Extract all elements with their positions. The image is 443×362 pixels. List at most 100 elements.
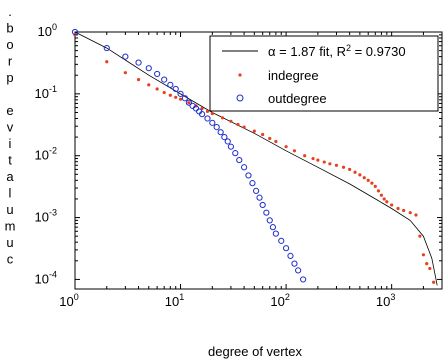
y-tick-label: 10-4: [35, 269, 57, 286]
outdegree-point: [278, 237, 285, 244]
x-tick-label: 103: [376, 292, 395, 309]
y-tick-label: 10-2: [35, 146, 57, 163]
fit-line: [74, 31, 438, 286]
indegree-point: [229, 119, 233, 123]
legend-fit-label: α = 1.87 fit, R2 = 0.9730: [268, 43, 406, 59]
indegree-point: [366, 178, 370, 182]
indegree-point: [362, 176, 366, 180]
fit-line-layer: [74, 31, 438, 286]
indegree-point: [123, 71, 127, 75]
indegree-point: [348, 167, 352, 172]
outdegree-point: [167, 81, 174, 88]
outdegree-point: [232, 150, 239, 157]
outdegree-point: [256, 194, 263, 201]
outdegree-point: [161, 76, 168, 83]
x-tick-label: 100: [59, 292, 78, 309]
indegree-point: [220, 116, 225, 120]
outdegree-point: [103, 44, 110, 52]
legend-outdegree-swatch: [236, 94, 244, 102]
outdegree-point: [224, 138, 231, 145]
indegree-point: [236, 122, 240, 127]
indegree-point: [168, 93, 172, 97]
outdegree-point: [185, 99, 193, 106]
indegree-point: [155, 87, 159, 91]
y-tick-label: 10-3: [35, 208, 57, 225]
indegree-point: [425, 262, 429, 266]
outdegree-point: [204, 115, 211, 122]
outdegree-point: [227, 143, 235, 150]
indegree-point: [428, 266, 432, 271]
y-axis: 100 10-1 10-2 10-3 10-4: [35, 22, 442, 286]
outdegree-point: [263, 209, 270, 216]
indegree-point: [303, 154, 307, 158]
outdegree-point: [71, 28, 79, 36]
indegree-point: [136, 78, 141, 82]
x-axis-label: degree of vertex: [208, 344, 302, 359]
indegree-point: [358, 173, 362, 177]
indegree-point: [382, 197, 386, 201]
legend-outdegree-label: outdegree: [268, 91, 327, 106]
indegree-point: [316, 158, 320, 162]
indegree-point: [396, 206, 400, 211]
indegree-point: [174, 95, 178, 99]
indegree-point: [322, 160, 326, 164]
indegree-point: [408, 211, 412, 215]
legend-box: [209, 35, 439, 112]
legend: α = 1.87 fit, R2 = 0.9730 indegree outde…: [209, 35, 439, 112]
outdegree-point: [236, 156, 243, 164]
outdegree-point: [269, 224, 277, 231]
x-tick-label: 101: [165, 292, 184, 309]
outdegree-point: [145, 65, 152, 72]
indegree-point: [261, 132, 265, 137]
outdegree-point: [217, 129, 224, 136]
outdegree-point: [295, 267, 302, 274]
indegree-point: [402, 208, 406, 213]
outdegree-point: [198, 111, 206, 118]
outdegree-point: [272, 230, 279, 237]
outdegree-point: [253, 187, 260, 194]
y-tick-label: 10-1: [35, 84, 57, 101]
indegree-point: [292, 149, 297, 153]
indegree-point: [252, 129, 256, 133]
indegree-point: [311, 156, 315, 161]
outdegree-point: [249, 180, 256, 187]
outdegree-point: [154, 70, 161, 78]
outdegree-point: [240, 164, 248, 171]
outdegree-point: [177, 90, 184, 97]
outdegree-point: [209, 119, 216, 126]
indegree-point: [385, 200, 389, 204]
indegree-point: [268, 136, 272, 141]
x-axis: 100 101 102 103: [59, 32, 443, 309]
outdegree-point: [282, 245, 290, 252]
indegree-point: [353, 170, 357, 174]
x-tick-label: 102: [270, 292, 289, 309]
indegree-point: [334, 163, 339, 167]
indegree-point: [414, 213, 418, 217]
indegree-point: [373, 184, 377, 188]
outdegree-point: [135, 59, 142, 66]
indegree-point: [105, 60, 109, 64]
outdegree-point: [300, 276, 307, 283]
outdegree-point: [245, 172, 252, 179]
outdegree-point: [291, 260, 298, 267]
indegree-point: [178, 97, 183, 101]
indegree-point: [187, 101, 191, 105]
indegree-point: [284, 145, 288, 149]
indegree-point: [162, 90, 166, 95]
indegree-point: [328, 162, 332, 166]
outdegree-point: [172, 85, 179, 93]
indegree-point: [376, 189, 381, 193]
outdegree-point: [181, 95, 189, 102]
y-tick-label: 100: [38, 22, 57, 39]
indegree-point: [390, 203, 394, 207]
indegree-point: [205, 109, 210, 114]
indegree-point: [274, 139, 278, 144]
series-layer: [71, 28, 436, 284]
legend-indegree-swatch: [238, 73, 242, 77]
outdegree-point: [221, 133, 228, 141]
outdegree-point: [266, 217, 273, 224]
indegree-point: [418, 234, 422, 238]
outdegree-point: [259, 201, 266, 209]
